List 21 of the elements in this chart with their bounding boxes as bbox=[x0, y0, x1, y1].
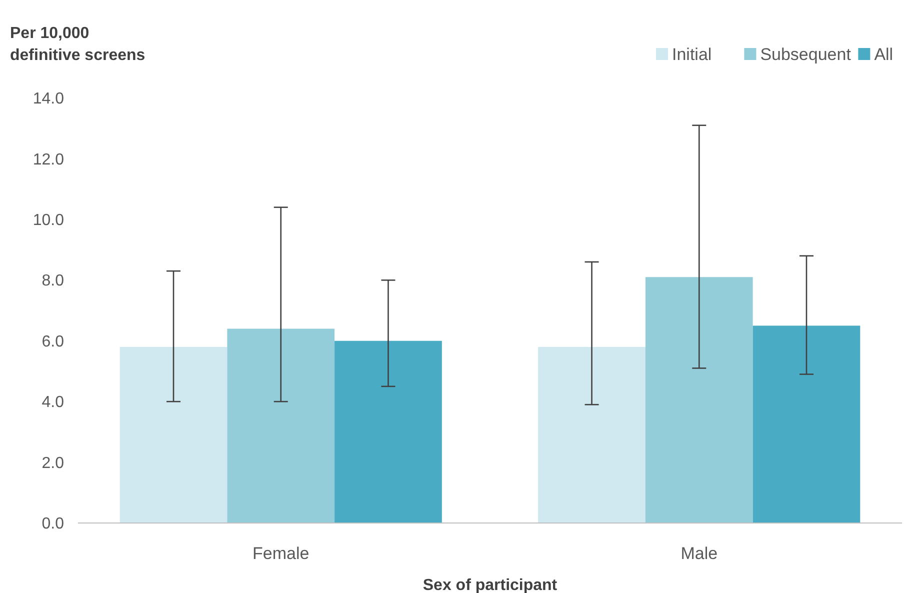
bar bbox=[538, 346, 646, 523]
y-tick-label: 0.0 bbox=[42, 516, 64, 533]
y-tick-label: 12.0 bbox=[32, 151, 64, 168]
y-tick-label: 10.0 bbox=[32, 212, 64, 230]
bar bbox=[120, 346, 228, 523]
bar bbox=[645, 277, 753, 523]
y-tick-label: 14.0 bbox=[32, 90, 64, 108]
y-tick-label: 8.0 bbox=[42, 272, 64, 290]
x-tick-label: Female bbox=[252, 544, 310, 563]
x-tick-label: Male bbox=[680, 544, 718, 563]
legend-label: Subsequent bbox=[760, 45, 852, 64]
legend-label: Initial bbox=[672, 45, 712, 64]
x-axis-title: Sex of participant bbox=[422, 577, 558, 593]
legend-label: All bbox=[874, 45, 894, 64]
bar bbox=[227, 328, 335, 523]
y-tick-label: 6.0 bbox=[42, 333, 64, 350]
bar bbox=[752, 326, 860, 523]
y-tick-label: 4.0 bbox=[42, 394, 64, 412]
bar bbox=[334, 340, 442, 523]
y-axis-title: Per 10,000 definitive screens bbox=[10, 25, 146, 64]
y-tick-label: 2.0 bbox=[42, 454, 64, 472]
